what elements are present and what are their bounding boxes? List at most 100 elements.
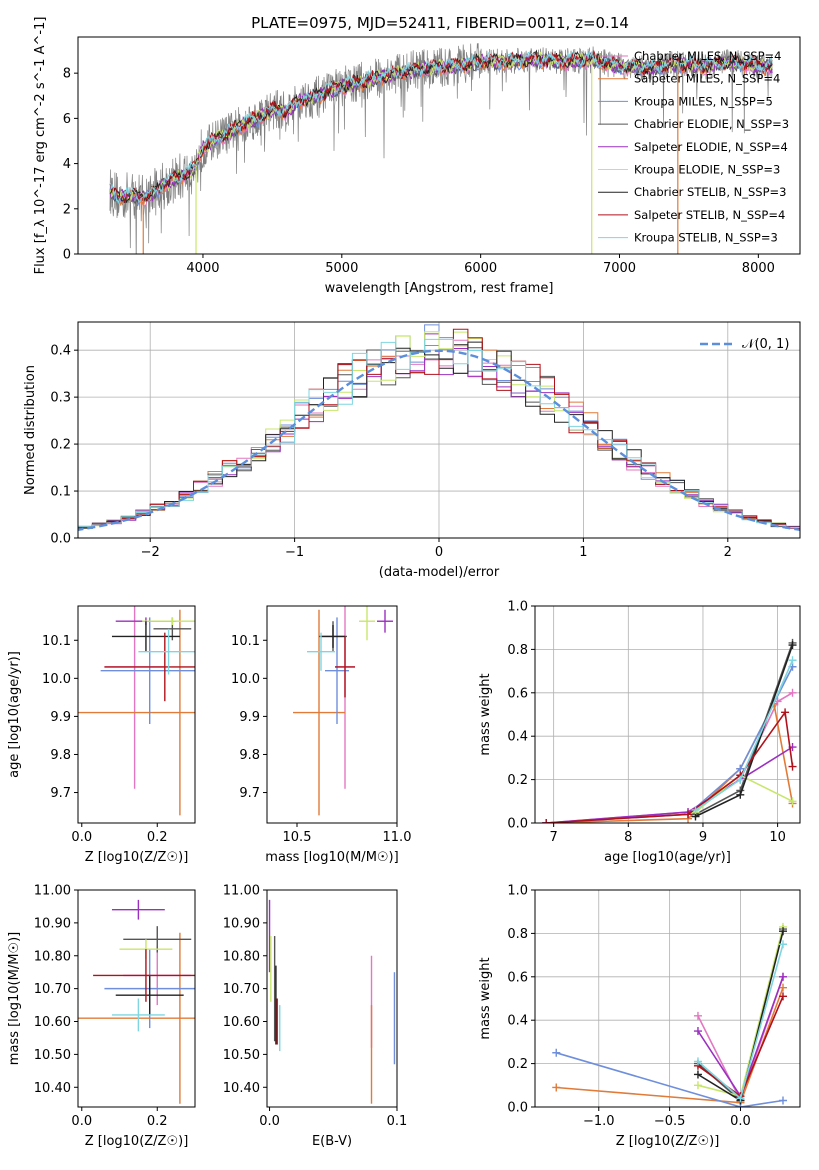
x-tick-label: −1 bbox=[285, 545, 304, 560]
y-axis-label: age [log10(age/yr)] bbox=[7, 651, 22, 778]
y-axis-label: mass weight bbox=[478, 673, 493, 755]
weight-marker bbox=[693, 1057, 702, 1066]
x-axis-label: Z [log10(Z/Z☉)] bbox=[616, 1134, 720, 1149]
y-tick-label: 0.4 bbox=[507, 730, 528, 745]
y-tick-label: 9.8 bbox=[239, 748, 260, 763]
weight-series-1 bbox=[546, 692, 793, 823]
legend-entry: Chabrier ELODIE, N_SSP=3 bbox=[634, 117, 789, 131]
y-tick-label: 10.1 bbox=[231, 634, 260, 649]
y-tick-label: 4 bbox=[63, 157, 71, 172]
weight-marker bbox=[788, 797, 797, 806]
y-tick-label: 10.90 bbox=[34, 916, 71, 931]
x-tick-label: 0.1 bbox=[387, 1114, 408, 1129]
x-axis-label: mass [log10(M/M☉)] bbox=[265, 850, 398, 865]
y-tick-label: 9.9 bbox=[50, 710, 71, 725]
axes-frame bbox=[266, 889, 398, 1108]
legend-entry: Kroupa ELODIE, N_SSP=3 bbox=[634, 163, 780, 177]
x-tick-label: 2 bbox=[724, 545, 732, 560]
y-tick-label: 10.50 bbox=[34, 1048, 71, 1063]
y-tick-label: 0.2 bbox=[507, 773, 528, 788]
x-tick-label: 11.0 bbox=[383, 830, 412, 845]
y-axis-label: mass [log10(M/M☉)] bbox=[7, 932, 22, 1065]
legend-entry: Salpeter ELODIE, N_SSP=4 bbox=[634, 140, 788, 154]
weight-marker bbox=[693, 1011, 702, 1020]
x-axis-label: E(B-V) bbox=[312, 1134, 352, 1149]
mass-vs-EBV-plot-area bbox=[268, 899, 396, 1104]
model-spectrum-6 bbox=[109, 51, 773, 203]
gaussian-curve bbox=[78, 349, 800, 532]
weight-marker bbox=[778, 940, 787, 949]
x-axis-label: (data-model)/error bbox=[379, 565, 500, 580]
y-tick-label: 0.6 bbox=[507, 686, 528, 701]
y-tick-label: 9.7 bbox=[50, 786, 71, 801]
y-tick-label: 0.3 bbox=[50, 391, 71, 406]
weight-series-8 bbox=[546, 710, 794, 823]
y-tick-label: 10.80 bbox=[223, 949, 260, 964]
x-tick-label: 0.2 bbox=[147, 1114, 168, 1129]
axes-frame bbox=[266, 605, 398, 824]
y-tick-label: 6 bbox=[63, 112, 71, 127]
legend-entry: Salpeter MILES, N_SSP=4 bbox=[634, 72, 780, 86]
y-tick-label: 11.00 bbox=[223, 884, 260, 899]
x-tick-label: 6000 bbox=[464, 261, 497, 276]
x-tick-label: 0.0 bbox=[730, 1114, 751, 1129]
y-tick-label: 10.60 bbox=[34, 1015, 71, 1030]
weight-marker bbox=[778, 992, 787, 1001]
panel-age-vs-Z: 0.0 0.2 9.7 9.8 9.9 10.0 10.1 Z [log10(Z/Z☉)] ag… bbox=[7, 605, 196, 865]
axes-frame bbox=[77, 889, 196, 1108]
weight-marker bbox=[552, 1083, 561, 1092]
y-tick-label: 1.0 bbox=[507, 600, 528, 615]
weight-marker bbox=[788, 688, 797, 697]
panel-mass-vs-EBV: 0.0 0.1 10.40 10.50 10.60 10.70 10.80 10.90 11.0… bbox=[223, 884, 408, 1150]
y-tick-label: 10.90 bbox=[223, 916, 260, 931]
weight-marker bbox=[542, 819, 551, 823]
observed-spectrum bbox=[109, 43, 773, 254]
legend-entry: Salpeter STELIB, N_SSP=4 bbox=[634, 208, 785, 222]
axes-frame bbox=[534, 605, 801, 824]
weight-marker bbox=[736, 790, 745, 799]
y-tick-label: 2 bbox=[63, 202, 71, 217]
x-tick-label: 10 bbox=[769, 830, 786, 845]
weight-marker bbox=[693, 1027, 702, 1036]
y-tick-label: 0.0 bbox=[507, 1101, 528, 1116]
y-tick-label: 8 bbox=[63, 67, 71, 82]
y-tick-label: 0.4 bbox=[507, 1014, 528, 1029]
weight-marker bbox=[778, 927, 787, 936]
y-tick-label: 10.40 bbox=[223, 1081, 260, 1096]
y-tick-label: 0.0 bbox=[507, 817, 528, 832]
spectrum-legend: Chabrier MILES, N_SSP=4 Salpeter MILES, N… bbox=[598, 49, 789, 245]
y-tick-label: 10.60 bbox=[223, 1015, 260, 1030]
y-tick-label: 0.8 bbox=[507, 927, 528, 942]
panel-residuals: −2 −1 0 1 2 0.0 0.1 0.2 0.3 0.4 (data-model)/error… bbox=[23, 321, 801, 580]
panel-mass-vs-Z: 0.0 0.2 10.40 10.50 10.60 10.70 10.80 10.90 11.0… bbox=[7, 884, 196, 1149]
x-tick-label: −2 bbox=[141, 545, 160, 560]
y-axis-label: Flux [f_λ 10^-17 erg cm^-2 s^-1 A^-1] bbox=[33, 17, 48, 275]
residuals-plot-area bbox=[78, 324, 800, 532]
weight-series-3 bbox=[556, 1052, 784, 1107]
weight-marker bbox=[693, 1070, 702, 1079]
panel-spectrum: 4000 5000 6000 7000 8000 0 2 4 6 8 wavelength [Ang… bbox=[33, 17, 801, 296]
x-axis-label: Z [log10(Z/Z☉)] bbox=[85, 1134, 189, 1149]
weight-marker bbox=[788, 656, 797, 665]
panel-weight-vs-Z: −1.0 −0.5 0.0 0.0 0.2 0.4 0.6 0.8 1.0 Z [log10(Z/… bbox=[478, 884, 801, 1149]
x-tick-label: 5000 bbox=[325, 261, 358, 276]
x-axis-label: wavelength [Angstrom, rest frame] bbox=[325, 281, 554, 296]
mass-vs-Z-plot-area bbox=[78, 899, 195, 1104]
panel-weight-vs-age: 7 8 9 10 0.0 0.2 0.4 0.6 0.8 1.0 age [log10(age/yr… bbox=[478, 600, 801, 865]
weight-marker bbox=[788, 641, 797, 650]
weight-marker bbox=[778, 972, 787, 981]
y-tick-label: 0 bbox=[63, 248, 71, 263]
y-tick-label: 10.0 bbox=[42, 672, 71, 687]
y-tick-label: 10.0 bbox=[231, 672, 260, 687]
y-axis-label: mass weight bbox=[478, 957, 493, 1039]
x-axis-label: age [log10(age/yr)] bbox=[604, 850, 731, 865]
x-tick-label: 1 bbox=[579, 545, 587, 560]
y-tick-label: 10.50 bbox=[223, 1048, 260, 1063]
weight-marker bbox=[684, 810, 693, 819]
y-tick-label: 0.2 bbox=[50, 438, 71, 453]
weight-marker bbox=[552, 1048, 561, 1057]
spectrum-plot-area bbox=[109, 43, 773, 254]
legend-entry: Kroupa MILES, N_SSP=5 bbox=[634, 94, 773, 108]
y-tick-label: 10.40 bbox=[34, 1081, 71, 1096]
axes-frame bbox=[534, 889, 801, 1108]
